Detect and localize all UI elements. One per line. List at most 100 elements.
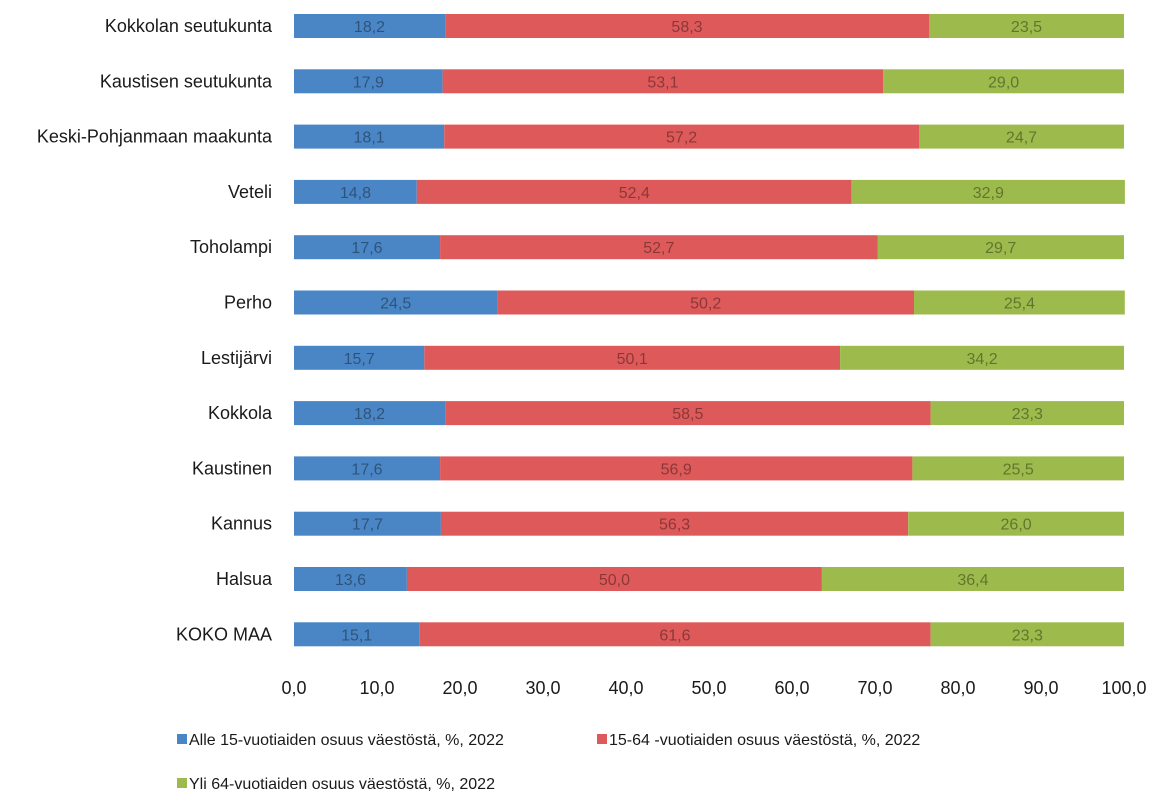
over-64-value-label: 34,2 [967,351,998,368]
under-15-segment [294,124,445,149]
bar-row: 18,2 58,5 23,3 [294,401,1124,426]
category-label: Halsua [216,569,273,589]
bar-row: 18,2 58,3 23,5 [294,14,1124,38]
under-15-value-label: 18,2 [354,406,385,423]
over-64-value-label: 36,4 [957,572,988,589]
under-15-value-label: 17,6 [351,240,382,257]
working-age-segment [442,69,884,94]
over-64-segment [840,345,1124,370]
x-tick-label: 30,0 [525,678,560,698]
under-15-segment [294,401,446,426]
category-label: Kaustinen [192,458,272,478]
working-age-value-label: 58,3 [671,19,702,36]
under-15-segment [294,345,425,370]
x-tick-label: 80,0 [940,678,975,698]
x-tick-label: 40,0 [608,678,643,698]
under-15-segment [294,235,441,260]
under-15-value-label: 15,7 [344,351,375,368]
working-age-segment [440,456,913,481]
category-label: Perho [224,293,272,313]
under-15-value-label: 18,1 [354,130,385,147]
over-64-value-label: 29,0 [988,74,1019,91]
under-15-value-label: 17,9 [353,74,384,91]
working-age-value-label: 52,7 [643,240,674,257]
category-label: Kaustisen seutukunta [100,71,273,91]
legend-swatch [177,778,187,788]
working-age-segment [445,14,929,38]
over-64-segment [883,69,1124,94]
over-64-value-label: 23,3 [1012,406,1043,423]
under-15-segment [294,567,407,591]
legend-label: Alle 15-vuotiaiden osuus väestöstä, %, 2… [189,732,504,749]
working-age-value-label: 61,6 [659,627,690,644]
working-age-segment [444,124,919,149]
over-64-segment [929,14,1124,38]
over-64-segment [851,179,1125,204]
category-label: Keski-Pohjanmaan maakunta [37,127,273,147]
bar-row: 14,8 52,4 32,9 [294,179,1125,204]
bar-row: 24,5 50,2 25,4 [294,290,1125,315]
under-15-segment [294,456,441,481]
bar-row: 15,1 61,6 23,3 [294,622,1124,647]
bars-layer: 18,2 58,3 23,5 17,9 53,1 29,0 18,1 57,2 24,7 14,8… [294,14,1125,647]
working-age-value-label: 56,3 [659,517,690,534]
working-age-value-label: 57,2 [666,130,697,147]
bar-row: 17,9 53,1 29,0 [294,69,1124,94]
under-15-segment [294,290,498,315]
under-15-segment [294,622,420,647]
legend-item-under-15: Alle 15-vuotiaiden osuus väestöstä, %, 2… [177,732,504,749]
x-tick-label: 50,0 [691,678,726,698]
over-64-value-label: 25,5 [1003,461,1034,478]
legend: Alle 15-vuotiaiden osuus väestöstä, %, 2… [177,732,920,793]
working-age-value-label: 58,5 [672,406,703,423]
working-age-segment [416,179,852,204]
under-15-segment [294,511,441,536]
working-age-segment [406,567,822,591]
over-64-value-label: 23,3 [1012,627,1043,644]
working-age-value-label: 52,4 [619,185,650,202]
working-age-value-label: 50,2 [690,296,721,313]
legend-item-over-64: Yli 64-vuotiaiden osuus väestöstä, %, 20… [177,776,495,793]
over-64-segment [930,622,1124,647]
over-64-segment [919,124,1124,149]
over-64-value-label: 25,4 [1004,296,1035,313]
under-15-value-label: 15,1 [341,627,372,644]
under-15-value-label: 18,2 [354,19,385,36]
bar-row: 17,6 56,9 25,5 [294,456,1124,481]
over-64-segment [821,567,1124,591]
under-15-segment [294,14,446,38]
x-tick-label: 100,0 [1101,678,1146,698]
over-64-segment [877,235,1124,260]
category-label: Kokkola [208,403,273,423]
bar-row: 15,7 50,1 34,2 [294,345,1124,370]
x-tick-label: 70,0 [857,678,892,698]
working-age-segment [497,290,915,315]
working-age-value-label: 50,0 [599,572,630,589]
over-64-segment [930,401,1124,426]
over-64-value-label: 26,0 [1001,517,1032,534]
legend-item-working-age: 15-64 -vuotiaiden osuus väestöstä, %, 20… [597,732,920,749]
category-label: Lestijärvi [201,348,272,368]
category-label: Toholampi [190,237,272,257]
working-age-value-label: 53,1 [647,74,678,91]
bar-row: 17,6 52,7 29,7 [294,235,1124,260]
over-64-value-label: 24,7 [1006,130,1037,147]
over-64-segment [914,290,1125,315]
category-label: KOKO MAA [176,624,272,644]
working-age-segment [440,511,909,536]
x-tick-label: 0,0 [281,678,306,698]
legend-label: 15-64 -vuotiaiden osuus väestöstä, %, 20… [609,732,920,749]
x-tick-label: 60,0 [774,678,809,698]
over-64-value-label: 29,7 [985,240,1016,257]
bar-row: 13,6 50,0 36,4 [294,567,1124,591]
working-age-segment [445,401,931,426]
under-15-segment [294,69,443,94]
over-64-value-label: 32,9 [973,185,1004,202]
x-tick-label: 20,0 [442,678,477,698]
working-age-value-label: 50,1 [617,351,648,368]
under-15-value-label: 14,8 [340,185,371,202]
working-age-segment [419,622,931,647]
over-64-segment [912,456,1124,481]
